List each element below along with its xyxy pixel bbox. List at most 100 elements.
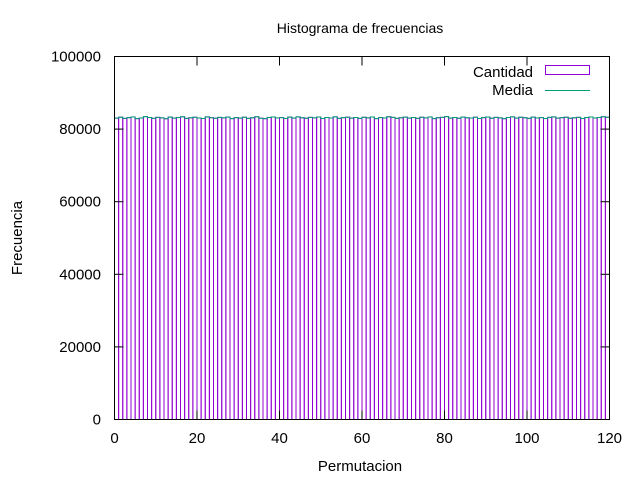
bar	[485, 116, 491, 420]
bar	[118, 116, 124, 420]
bar	[518, 116, 524, 421]
bar	[237, 117, 243, 420]
bar	[320, 118, 326, 420]
bar	[431, 118, 437, 420]
bar	[604, 116, 610, 420]
x-tick-label: 0	[110, 430, 118, 447]
bar	[270, 116, 276, 420]
bar	[361, 116, 367, 421]
bar	[130, 116, 136, 420]
bar	[419, 116, 425, 420]
bar	[287, 116, 293, 421]
bar	[316, 116, 322, 420]
x-tick-label: 60	[354, 430, 371, 447]
bar	[155, 116, 161, 420]
bar	[345, 116, 351, 420]
bar	[452, 116, 458, 420]
chart-title: Histograma de frecuencias	[277, 20, 444, 36]
mean-line-layer	[114, 116, 610, 120]
bar	[547, 116, 553, 420]
bar	[233, 117, 239, 420]
bar	[299, 117, 305, 420]
bar	[279, 117, 285, 421]
bar	[196, 117, 202, 420]
y-tick-label: 20000	[59, 339, 101, 356]
bar	[221, 117, 227, 421]
bar	[456, 117, 462, 421]
bar	[477, 118, 483, 420]
bar	[208, 117, 214, 420]
bar	[175, 117, 181, 420]
x-tick-label: 40	[271, 430, 288, 447]
bar	[538, 117, 544, 421]
legend: Cantidad Media	[473, 64, 590, 99]
bar	[241, 116, 247, 421]
bar	[258, 117, 264, 421]
bar	[122, 117, 128, 421]
bar	[213, 117, 219, 420]
bar	[489, 117, 495, 421]
bar	[184, 117, 190, 420]
bar	[291, 117, 297, 421]
bar	[192, 116, 198, 420]
bar	[353, 117, 359, 421]
bar	[468, 117, 474, 421]
bar	[439, 116, 445, 420]
bar	[365, 117, 371, 421]
bar	[592, 117, 598, 420]
bar	[510, 116, 516, 420]
bar	[369, 116, 375, 421]
bar	[134, 118, 140, 420]
legend-label-cantidad: Cantidad	[473, 64, 533, 81]
bar	[167, 116, 173, 420]
y-tick-label: 40000	[59, 266, 101, 283]
bar	[382, 117, 388, 420]
bar	[204, 116, 210, 420]
bar	[312, 117, 318, 420]
bar	[472, 116, 478, 421]
bar	[246, 117, 252, 421]
bar	[229, 118, 235, 420]
bar	[151, 117, 157, 420]
bar	[505, 117, 511, 421]
bar	[522, 117, 528, 420]
bar	[250, 117, 256, 420]
bar	[563, 116, 569, 420]
bar	[336, 117, 342, 420]
legend-label-media: Media	[492, 82, 534, 99]
y-tick-label: 80000	[59, 121, 101, 138]
bar	[448, 117, 454, 420]
x-tick-label: 80	[436, 430, 453, 447]
bar	[266, 116, 272, 421]
bar	[303, 117, 309, 421]
x-tick-label: 120	[597, 430, 622, 447]
bar	[394, 117, 400, 421]
bar	[526, 117, 532, 421]
bar	[262, 118, 268, 421]
bar	[163, 118, 169, 420]
bar	[138, 117, 144, 421]
bar	[307, 116, 313, 421]
bar	[427, 116, 433, 420]
bar	[349, 117, 355, 420]
bar	[501, 118, 507, 421]
bar	[386, 116, 392, 420]
bar	[254, 116, 260, 420]
bar	[340, 117, 346, 420]
mean-line	[114, 116, 610, 120]
bar	[373, 118, 379, 420]
bar	[464, 117, 470, 420]
y-axis-label: Frecuencia	[9, 200, 26, 275]
bar	[283, 117, 289, 420]
bar	[324, 116, 330, 420]
bar	[460, 116, 466, 421]
bar	[444, 116, 450, 420]
x-tick-label: 100	[514, 430, 539, 447]
bar	[571, 117, 577, 420]
bar	[580, 118, 586, 420]
bar	[576, 116, 582, 420]
bar	[159, 117, 165, 421]
bar	[415, 117, 421, 420]
legend-swatch-cantidad	[545, 65, 590, 75]
